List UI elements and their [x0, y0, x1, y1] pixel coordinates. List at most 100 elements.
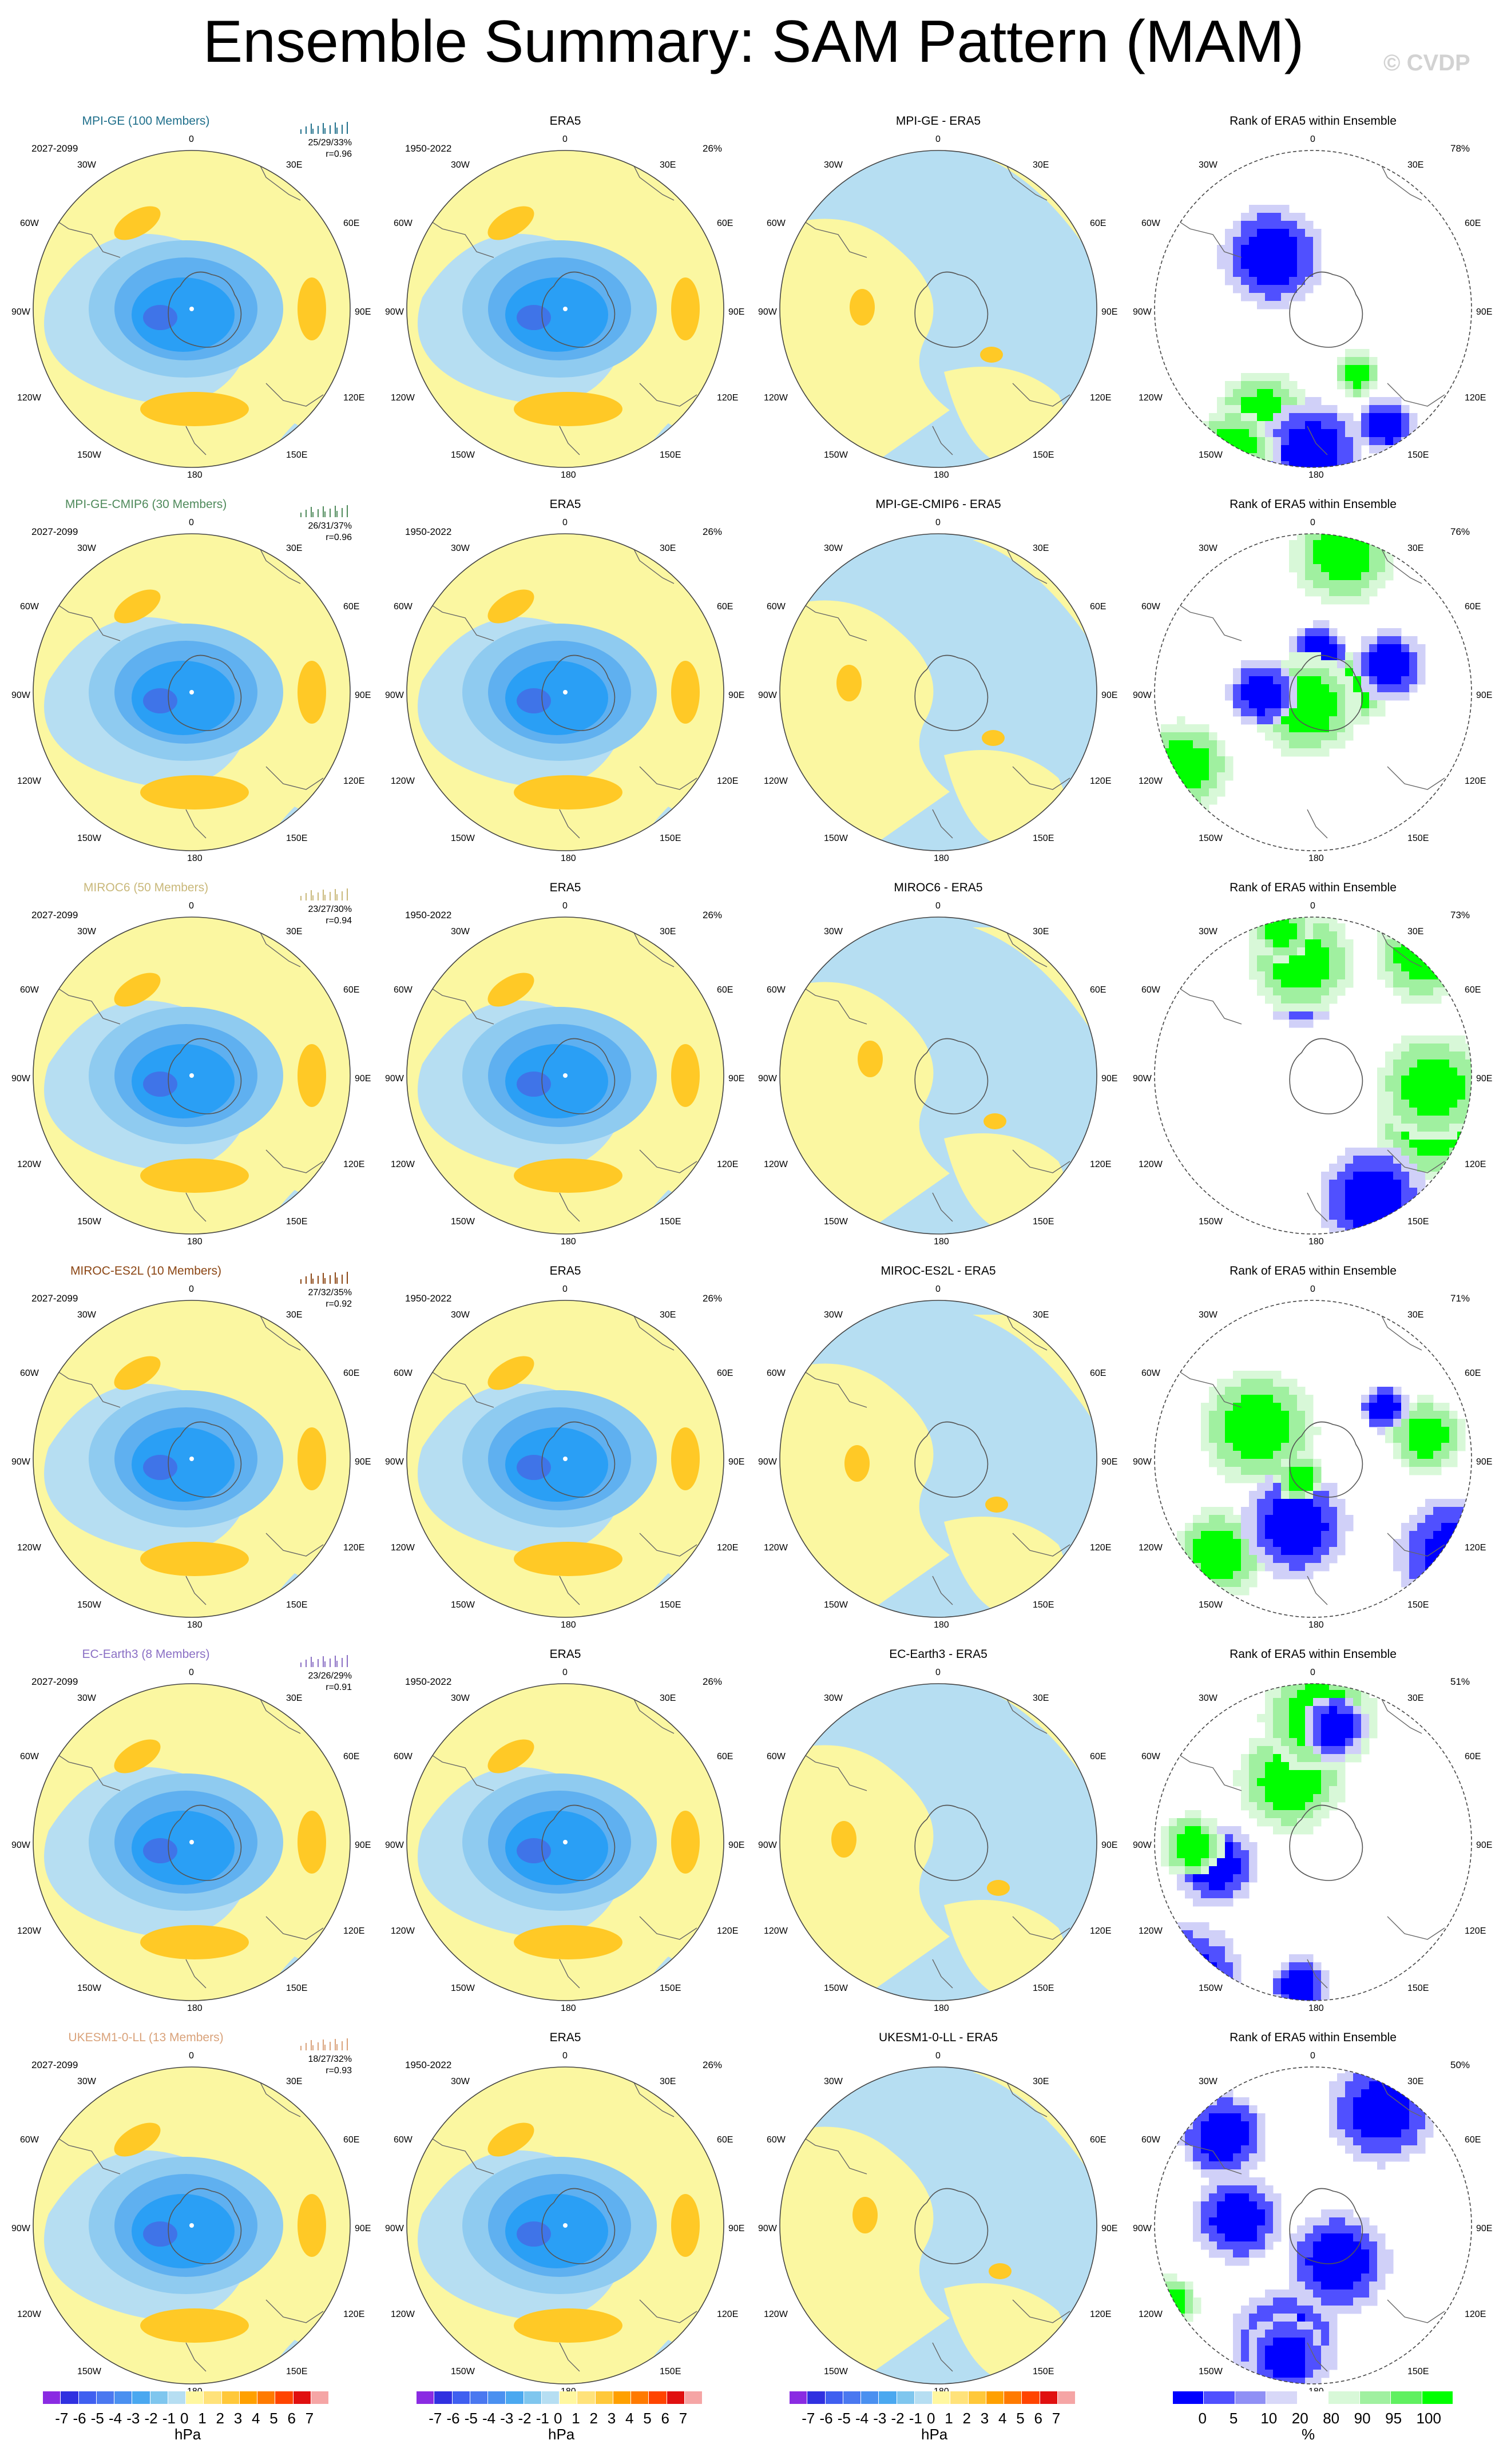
pressure-anomaly-region — [140, 775, 249, 810]
rank-grid-cell — [1177, 1842, 1185, 1851]
rank-grid-cell — [1297, 995, 1306, 1004]
rank-grid-cell — [1417, 1196, 1426, 1204]
rank-grid-cell — [1337, 636, 1346, 645]
rank-grid-cell — [1249, 205, 1258, 213]
rank-grid-cell — [1321, 564, 1330, 573]
rank-grid-cell — [1241, 1587, 1250, 1596]
longitude-label: 120E — [343, 393, 365, 403]
rank-grid-cell — [1417, 1100, 1426, 1108]
rank-grid-cell — [1265, 2330, 1274, 2338]
rank-grid-cell — [1409, 1092, 1418, 1100]
rank-grid-cell — [1337, 2073, 1346, 2082]
rank-grid-cell — [1169, 1922, 1177, 1931]
rank-grid-cell — [1273, 389, 1282, 398]
rank-grid-cell — [1257, 421, 1266, 430]
rank-grid-cell — [1297, 979, 1306, 988]
rank-grid-cell — [1289, 1011, 1298, 1020]
colorbar-tick-label: 2 — [589, 2410, 598, 2427]
rank-grid-cell — [1281, 1483, 1290, 1491]
pressure-anomaly-region — [505, 2194, 608, 2268]
rank-grid-cell — [1233, 1395, 1242, 1403]
longitude-label: 90E — [1476, 1457, 1493, 1467]
rank-grid-cell — [1369, 373, 1378, 382]
rank-grid-cell — [1249, 389, 1258, 398]
rank-grid-cell — [1217, 764, 1226, 773]
rank-grid-cell — [1369, 357, 1378, 366]
rank-grid-cell — [1169, 1834, 1177, 1843]
rank-grid-cell — [1433, 1435, 1442, 1443]
rank-grid-cell — [1273, 1802, 1282, 1811]
rank-grid-cell — [1273, 2290, 1282, 2298]
rank-grid-cell — [1265, 237, 1274, 245]
rank-grid-cell — [1417, 1084, 1426, 1092]
rank-grid-cell — [1401, 1523, 1410, 1531]
australia-coastline — [639, 383, 697, 407]
colorbar-tick-label: 4 — [998, 2410, 1007, 2427]
rank-grid-cell — [1385, 963, 1394, 972]
rank-grid-cell — [1425, 1555, 1434, 1564]
rank-grid-cell — [1377, 1196, 1386, 1204]
rank-grid-cell — [1465, 1060, 1472, 1068]
rank-grid-cell — [1185, 1882, 1193, 1891]
rank-grid-cell — [1281, 1435, 1290, 1443]
rank-grid-cell — [1409, 1116, 1418, 1124]
rank-grid-cell — [1241, 397, 1250, 406]
rank-grid-cell — [1329, 1515, 1338, 1523]
rank-grid-cell — [1305, 684, 1314, 693]
longitude-label: 0 — [562, 901, 568, 911]
percent-variance: 26% — [703, 526, 723, 537]
longitude-label: 150E — [1407, 834, 1429, 843]
period-label: 2027-2099 — [31, 526, 78, 537]
rank-grid-cell — [1273, 1970, 1282, 1979]
rank-grid-cell — [1345, 1738, 1354, 1747]
rank-grid-cell — [1313, 421, 1322, 430]
rank-grid-cell — [1409, 636, 1418, 645]
rank-grid-cell — [1401, 1571, 1410, 1580]
rank-grid-cell — [1257, 963, 1266, 972]
rank-grid-cell — [1281, 1994, 1290, 2001]
rank-grid-cell — [1313, 1714, 1322, 1723]
rank-grid-cell — [1241, 2201, 1250, 2210]
antarctica-coastline — [1289, 2188, 1363, 2264]
rank-grid-cell — [1281, 1826, 1290, 1835]
rank-grid-cell — [1313, 2225, 1322, 2234]
rank-grid-cell — [1249, 955, 1258, 964]
rank-grid-cell — [1345, 1523, 1354, 1531]
rank-grid-cell — [1441, 1124, 1450, 1132]
rank-grid-cell — [1345, 2097, 1354, 2106]
rank-grid-cell — [1369, 1172, 1378, 1180]
longitude-label: 30W — [824, 1693, 843, 1703]
rank-grid-cell — [1345, 421, 1354, 430]
rank-grid-cell — [1441, 923, 1450, 932]
rank-grid-cell — [1289, 963, 1298, 972]
rank-grid-cell — [1233, 269, 1242, 277]
longitude-label: 90W — [1133, 2224, 1152, 2233]
rank-grid-cell — [1241, 1371, 1250, 1379]
rank-grid-cell — [1209, 1938, 1218, 1947]
longitude-label: 0 — [1310, 134, 1315, 144]
rank-grid-cell — [1361, 2233, 1370, 2242]
rank-grid-cell — [1361, 2298, 1370, 2306]
rank-grid-cell — [1449, 1611, 1458, 1617]
rank-grid-cell — [1329, 461, 1338, 467]
rank-grid-cell — [1329, 540, 1338, 549]
rank-grid-cell — [1193, 1834, 1201, 1843]
rank-grid-cell — [1313, 644, 1322, 653]
colorbar-unit: hPa — [175, 2426, 201, 2443]
colorbar-tick-label: -4 — [109, 2410, 122, 2427]
rank-grid-cell — [1449, 1116, 1458, 1124]
rank-grid-cell — [1193, 1826, 1201, 1835]
rank-grid-cell — [1233, 2137, 1242, 2146]
rank-grid-cell — [1361, 2282, 1370, 2290]
rank-grid-cell — [1313, 2273, 1322, 2282]
rank-grid-cell — [1185, 1818, 1193, 1827]
rank-grid-cell — [1233, 1427, 1242, 1435]
rank-grid-cell — [1305, 2249, 1314, 2258]
rank-grid-cell — [1473, 1515, 1482, 1523]
rank-grid-cell — [1209, 796, 1218, 805]
rank-grid-cell — [1289, 1427, 1298, 1435]
rank-grid-cell — [1209, 2241, 1218, 2250]
rank-grid-cell — [1329, 556, 1338, 565]
pressure-anomaly-region — [517, 1455, 551, 1480]
rank-grid-cell — [1249, 1770, 1258, 1779]
